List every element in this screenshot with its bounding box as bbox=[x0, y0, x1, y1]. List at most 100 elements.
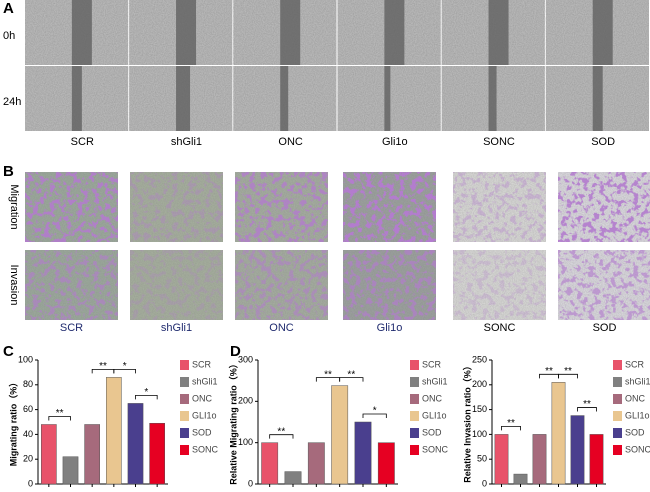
legend-label: SCR bbox=[422, 359, 442, 369]
bracket bbox=[577, 407, 597, 412]
bar bbox=[354, 421, 372, 485]
bar bbox=[551, 382, 566, 485]
grain bbox=[337, 66, 441, 131]
grain bbox=[233, 0, 337, 65]
panel-letter: B bbox=[3, 163, 14, 180]
bar bbox=[84, 424, 101, 485]
grain bbox=[25, 0, 129, 65]
micrographs bbox=[25, 0, 650, 320]
significance: ** bbox=[56, 408, 64, 419]
row-label: Migration bbox=[8, 184, 20, 229]
legend-swatch bbox=[410, 377, 419, 387]
grain bbox=[337, 0, 441, 65]
stain bbox=[453, 250, 546, 320]
legend-swatch bbox=[410, 411, 419, 421]
y-tick-label: 150 bbox=[472, 404, 487, 414]
legend-label: shGli1 bbox=[625, 376, 650, 386]
grain bbox=[545, 0, 649, 65]
stain bbox=[235, 172, 328, 242]
significance: ** bbox=[324, 369, 332, 380]
column-label: SOD bbox=[591, 136, 615, 148]
bar bbox=[307, 442, 325, 485]
row-label: 24h bbox=[3, 96, 21, 108]
stain bbox=[25, 172, 118, 242]
legend-label: SCR bbox=[625, 359, 645, 369]
legend-label: GLI1o bbox=[422, 410, 447, 420]
panel-letter: A bbox=[3, 0, 14, 17]
bracket bbox=[48, 416, 71, 421]
y-tick-label: 20 bbox=[23, 454, 33, 464]
legend-label: SOD bbox=[422, 427, 442, 437]
legend-swatch bbox=[613, 411, 622, 421]
column-label: shGli1 bbox=[171, 136, 202, 148]
legend-swatch bbox=[613, 377, 622, 387]
bar bbox=[331, 385, 349, 485]
column-label: SCR bbox=[71, 136, 94, 148]
column-label: SOD bbox=[593, 322, 617, 334]
grain bbox=[129, 0, 233, 65]
significance: ** bbox=[545, 366, 553, 377]
legend-swatch bbox=[180, 411, 189, 421]
bar bbox=[494, 434, 509, 485]
row-label: 0h bbox=[3, 30, 15, 42]
stain bbox=[130, 250, 223, 320]
legend-label: GLI1o bbox=[625, 410, 650, 420]
bracket bbox=[501, 426, 521, 431]
legend-label: ONC bbox=[625, 393, 646, 403]
legend-swatch bbox=[180, 377, 189, 387]
panel-letter: D bbox=[230, 343, 241, 360]
y-tick-label: 200 bbox=[238, 396, 253, 406]
column-label: SCR bbox=[60, 322, 83, 334]
bar bbox=[149, 422, 165, 485]
significance: ** bbox=[347, 369, 355, 380]
legend-swatch bbox=[613, 445, 622, 455]
stain bbox=[453, 172, 546, 242]
legend-swatch bbox=[410, 360, 419, 370]
row-label: Invasion bbox=[8, 265, 20, 306]
y-tick-label: 0 bbox=[28, 478, 33, 488]
legend-label: SONC bbox=[625, 444, 650, 454]
stain bbox=[558, 172, 650, 242]
legend-label: shGli1 bbox=[422, 376, 448, 386]
legend-label: SONC bbox=[422, 444, 449, 454]
panel-letter: C bbox=[3, 343, 14, 360]
y-tick-label: 60 bbox=[23, 404, 33, 414]
legend-label: SONC bbox=[192, 444, 219, 454]
bar bbox=[62, 456, 79, 485]
y-tick-label: 0 bbox=[248, 478, 253, 488]
legend-label: SOD bbox=[192, 427, 212, 437]
legend-swatch bbox=[180, 360, 189, 370]
bar bbox=[570, 415, 585, 485]
significance: * bbox=[144, 387, 148, 398]
stain bbox=[343, 250, 436, 320]
column-label: Gli1o bbox=[377, 322, 403, 334]
significance: ** bbox=[507, 418, 515, 429]
bar bbox=[513, 473, 528, 485]
column-label: SONC bbox=[483, 136, 515, 148]
column-label: ONC bbox=[269, 322, 294, 334]
legend-label: GLI1o bbox=[192, 410, 217, 420]
grain bbox=[545, 66, 649, 131]
legend-label: shGli1 bbox=[192, 376, 218, 386]
bracket bbox=[558, 373, 578, 379]
significance: * bbox=[123, 361, 127, 372]
y-axis-label: Migrating ratio（%） bbox=[8, 378, 18, 467]
y-tick-label: 100 bbox=[472, 429, 487, 439]
grain bbox=[25, 66, 129, 131]
legend-swatch bbox=[410, 428, 419, 438]
legend-label: SCR bbox=[192, 359, 212, 369]
stain bbox=[235, 250, 328, 320]
grain bbox=[129, 66, 233, 131]
column-label: Gli1o bbox=[382, 136, 408, 148]
significance: ** bbox=[277, 426, 285, 437]
y-tick-label: 40 bbox=[23, 429, 33, 439]
legend-label: ONC bbox=[422, 393, 443, 403]
legend-swatch bbox=[180, 394, 189, 404]
legend-swatch bbox=[613, 394, 622, 404]
grain bbox=[233, 66, 337, 131]
y-axis-label: Relative Invasion ratio（%） bbox=[462, 361, 472, 483]
grain bbox=[441, 0, 545, 65]
bracket bbox=[113, 368, 136, 374]
grain bbox=[441, 66, 545, 131]
